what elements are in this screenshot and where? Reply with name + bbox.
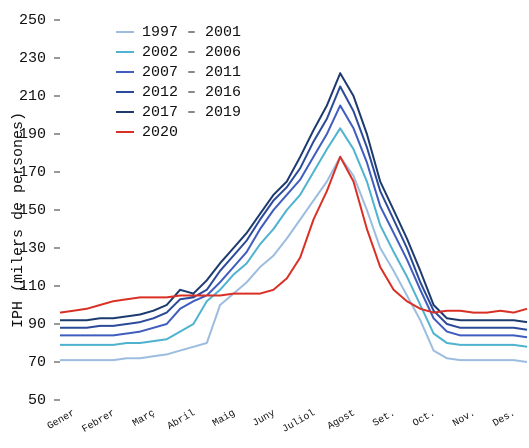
x-tick-label: Juny (251, 408, 277, 430)
legend-label: 2012 – 2016 (142, 84, 241, 101)
x-tick-label: Oct. (411, 408, 437, 430)
x-tick-label: Maig (211, 407, 238, 429)
x-tick-label: Nov. (451, 408, 477, 430)
y-axis-label: IPH (milers de persones) (10, 112, 27, 328)
x-tick-label: Set. (371, 408, 397, 430)
series-line (60, 72, 528, 324)
series-line (60, 155, 528, 363)
x-tick-label: Des. (491, 408, 517, 430)
series-line (60, 85, 528, 331)
series-line (59, 155, 528, 314)
y-tick-label: 70 (28, 354, 46, 371)
legend-label: 2002 – 2006 (142, 44, 241, 61)
y-tick-label: 230 (19, 50, 46, 67)
legend-label: 2007 – 2011 (142, 64, 241, 81)
x-tick-label: Agost (326, 408, 357, 433)
x-tick-label: Febrer (80, 407, 117, 435)
legend-label: 1997 – 2001 (142, 24, 241, 41)
x-tick-label: Gener (46, 408, 77, 433)
x-tick-label: Abril (165, 407, 197, 432)
y-tick-label: 50 (28, 392, 46, 409)
y-tick-label: 210 (19, 88, 46, 105)
y-tick-label: 150 (19, 202, 46, 219)
x-tick-label: Juliol (280, 407, 317, 435)
y-tick-label: 110 (19, 278, 46, 295)
y-tick-label: 90 (28, 316, 46, 333)
x-tick-label: Març (131, 408, 157, 430)
series-line (60, 127, 528, 348)
y-tick-label: 130 (19, 240, 46, 257)
legend-label: 2017 – 2019 (142, 104, 241, 121)
y-tick-label: 190 (19, 126, 46, 143)
y-tick-label: 170 (19, 164, 46, 181)
y-tick-label: 250 (19, 12, 46, 29)
legend-label: 2020 (142, 124, 178, 141)
series-line (60, 104, 528, 339)
